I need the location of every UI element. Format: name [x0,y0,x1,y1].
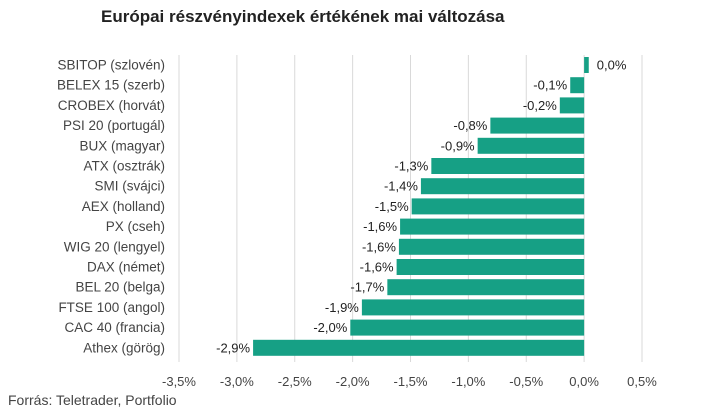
bar [477,137,585,154]
x-tick-label: 0,0% [569,374,599,389]
bar [253,339,585,356]
category-label: ATX (osztrák) [83,159,165,174]
category-label: Athex (görög) [83,340,165,355]
data-label: -1,4% [384,179,418,194]
category-label: WIG 20 (lengyel) [64,239,165,254]
data-label: -1,7% [350,280,384,295]
bar [431,158,585,174]
chart-title: Európai részvényindexek értékének mai vá… [101,7,505,26]
data-label: -0,1% [533,78,567,93]
bar [387,279,585,296]
source-note: Forrás: Teletrader, Portfolio [8,392,177,408]
x-tick-label: -1,5% [394,374,428,389]
data-label: -0,2% [523,98,557,113]
category-label: FTSE 100 (angol) [58,300,165,315]
bar [350,319,585,336]
bars [253,57,589,356]
bar [584,57,589,73]
bar [570,77,585,94]
bar [490,117,585,134]
data-label: -1,6% [360,260,394,275]
bar [411,198,585,215]
value-labels: 0,0% -0,1% -0,2% -0,8% -0,9% -1,3% -1,4% -1,5% -… [216,58,627,356]
category-label: CROBEX (horvát) [58,98,165,113]
x-tick-label: -1,0% [451,374,485,389]
x-tick-label: -2,0% [336,374,370,389]
x-tick-label: -3,0% [220,374,254,389]
category-label: AEX (holland) [82,199,165,214]
x-axis-ticks: -3,5% -3,0% -2,5% -2,0% -1,5% -1,0% -0,5% 0,0% 0… [162,374,657,389]
data-label: -0,8% [453,118,487,133]
category-label: CAC 40 (francia) [64,320,165,335]
x-tick-label: -2,5% [278,374,312,389]
category-labels: SBITOP (szlovén) BELEX 15 (szerb) CROBEX (… [57,58,165,356]
category-label: PX (cseh) [106,219,165,234]
category-label: SMI (svájci) [95,179,166,194]
category-label: PSI 20 (portugál) [63,118,165,133]
data-label: 0,0% [597,58,627,73]
data-label: -1,3% [394,159,428,174]
data-label: -2,0% [313,320,347,335]
bar [398,238,585,255]
category-label: DAX (német) [87,260,165,275]
bar [559,97,585,114]
category-label: BEL 20 (belga) [75,280,165,295]
category-label: SBITOP (szlovén) [57,58,165,73]
x-tick-label: 0,5% [627,374,657,389]
category-label: BUX (magyar) [79,138,165,153]
bar [420,178,585,195]
data-label: -1,6% [363,219,397,234]
data-label: -0,9% [441,138,475,153]
data-label: -1,6% [362,239,396,254]
bar [400,218,585,235]
data-label: -1,9% [325,300,359,315]
x-tick-label: -3,5% [162,374,196,389]
data-label: -1,5% [375,199,409,214]
category-label: BELEX 15 (szerb) [57,78,165,93]
bar [361,299,585,316]
data-label: -2,9% [216,340,250,355]
bar [396,259,585,275]
x-tick-label: -0,5% [509,374,543,389]
